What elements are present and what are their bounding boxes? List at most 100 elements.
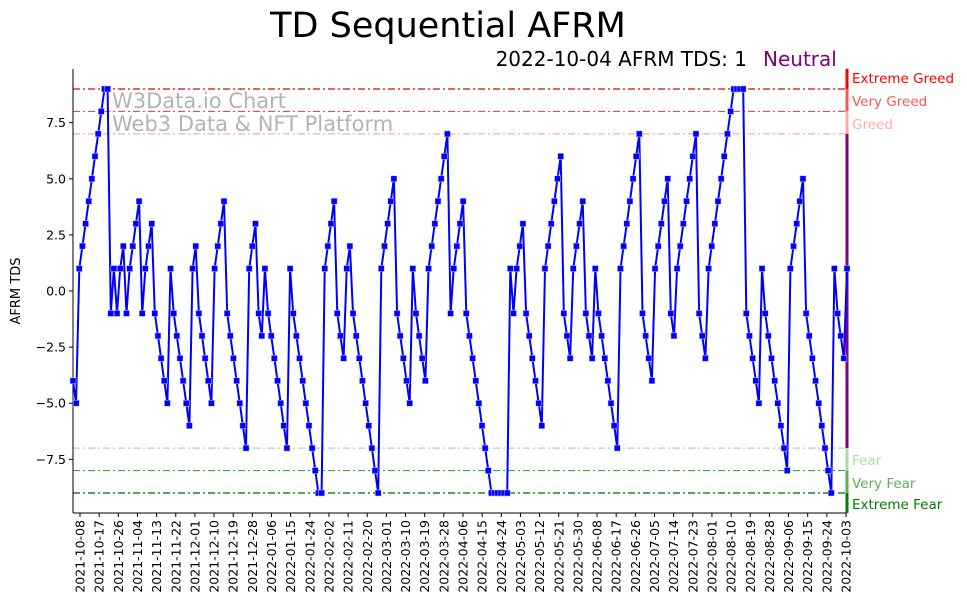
- data-point: [352, 332, 360, 340]
- data-point: [607, 399, 615, 407]
- data-point: [705, 265, 712, 272]
- x-tick-label: 2022-08-10: [724, 520, 739, 593]
- series-line: [72, 88, 848, 494]
- data-point: [541, 265, 549, 272]
- x-tick-label: 2022-01-24: [302, 520, 317, 593]
- watermark-line-1: W3Data.io Chart: [112, 89, 286, 113]
- data-point: [173, 332, 181, 340]
- data-point: [658, 220, 665, 227]
- data-point: [327, 220, 335, 227]
- x-tick-label: 2022-05-30: [570, 520, 585, 593]
- x-tick-label: 2022-05-21: [551, 520, 566, 593]
- data-point: [98, 108, 105, 115]
- data-point: [793, 220, 800, 227]
- data-point: [107, 310, 115, 317]
- data-point: [186, 422, 193, 429]
- data-point: [771, 377, 778, 385]
- data-point: [406, 399, 413, 407]
- data-point: [614, 444, 621, 452]
- data-point: [768, 355, 775, 362]
- data-point: [765, 332, 772, 340]
- data-point: [717, 175, 725, 183]
- data-point: [796, 197, 804, 205]
- data-point: [478, 422, 486, 429]
- data-point: [434, 197, 442, 205]
- data-point: [475, 399, 483, 407]
- data-point: [573, 242, 580, 250]
- data-point: [692, 130, 700, 138]
- x-tick-label: 2022-02-20: [360, 520, 375, 593]
- data-point: [711, 220, 719, 227]
- data-point: [532, 377, 539, 385]
- data-point: [154, 332, 162, 340]
- x-tick-label: 2022-06-26: [628, 520, 643, 593]
- data-point: [148, 220, 155, 227]
- x-tick-label: 2022-03-10: [398, 520, 413, 593]
- data-point: [714, 197, 722, 205]
- data-point: [566, 355, 574, 362]
- x-tick-label: 2022-06-08: [590, 520, 605, 593]
- data-point: [167, 265, 174, 272]
- data-point: [349, 310, 357, 317]
- data-point: [170, 310, 177, 317]
- data-point: [129, 242, 137, 250]
- data-point: [422, 377, 429, 385]
- data-point: [604, 377, 612, 385]
- data-point: [563, 332, 571, 340]
- data-point: [799, 175, 807, 183]
- data-point: [359, 377, 366, 385]
- data-point: [374, 489, 382, 497]
- data-point: [626, 197, 634, 205]
- data-point: [425, 265, 432, 272]
- x-tick-label: 2022-04-06: [456, 520, 471, 593]
- data-point: [450, 265, 457, 272]
- data-point: [138, 310, 146, 317]
- data-point: [88, 175, 96, 183]
- data-point: [371, 467, 379, 474]
- data-point: [217, 220, 225, 227]
- data-point: [271, 355, 278, 362]
- data-point: [415, 332, 423, 340]
- data-point: [223, 310, 231, 317]
- data-point: [296, 355, 303, 362]
- chart-subtitle: 2022-10-04 AFRM TDS: 1: [496, 47, 747, 71]
- data-point: [557, 153, 564, 160]
- data-point: [623, 220, 631, 227]
- data-point: [485, 467, 492, 474]
- data-point: [683, 197, 690, 205]
- zone-label: Extreme Greed: [852, 71, 954, 87]
- data-point: [617, 265, 624, 272]
- data-point: [176, 355, 184, 362]
- data-point: [522, 310, 530, 317]
- data-point: [510, 310, 517, 317]
- x-tick-label: 2022-07-05: [647, 520, 662, 593]
- data-point: [680, 220, 687, 227]
- data-point: [805, 332, 813, 340]
- x-tick-label: 2022-07-14: [666, 520, 681, 593]
- x-tick-label: 2021-12-28: [245, 520, 260, 593]
- data-point: [837, 332, 844, 340]
- y-tick-label: 7.5: [46, 115, 66, 130]
- data-point: [815, 399, 822, 407]
- data-point: [396, 332, 404, 340]
- data-point: [340, 355, 347, 362]
- data-point: [346, 242, 354, 250]
- data-point: [780, 444, 788, 452]
- data-point: [85, 197, 92, 205]
- data-point: [579, 197, 586, 205]
- data-point: [286, 265, 294, 272]
- data-point: [412, 310, 420, 317]
- data-point: [743, 310, 750, 317]
- data-point: [384, 220, 391, 227]
- data-point: [503, 489, 511, 497]
- data-point: [258, 332, 266, 340]
- data-point: [648, 377, 656, 385]
- data-point: [318, 489, 325, 497]
- x-tick-label: 2022-09-24: [819, 520, 834, 593]
- data-point: [343, 265, 350, 272]
- data-point: [302, 399, 310, 407]
- data-point: [689, 153, 697, 160]
- data-point: [230, 355, 237, 362]
- data-point: [330, 197, 338, 205]
- data-point: [368, 444, 376, 452]
